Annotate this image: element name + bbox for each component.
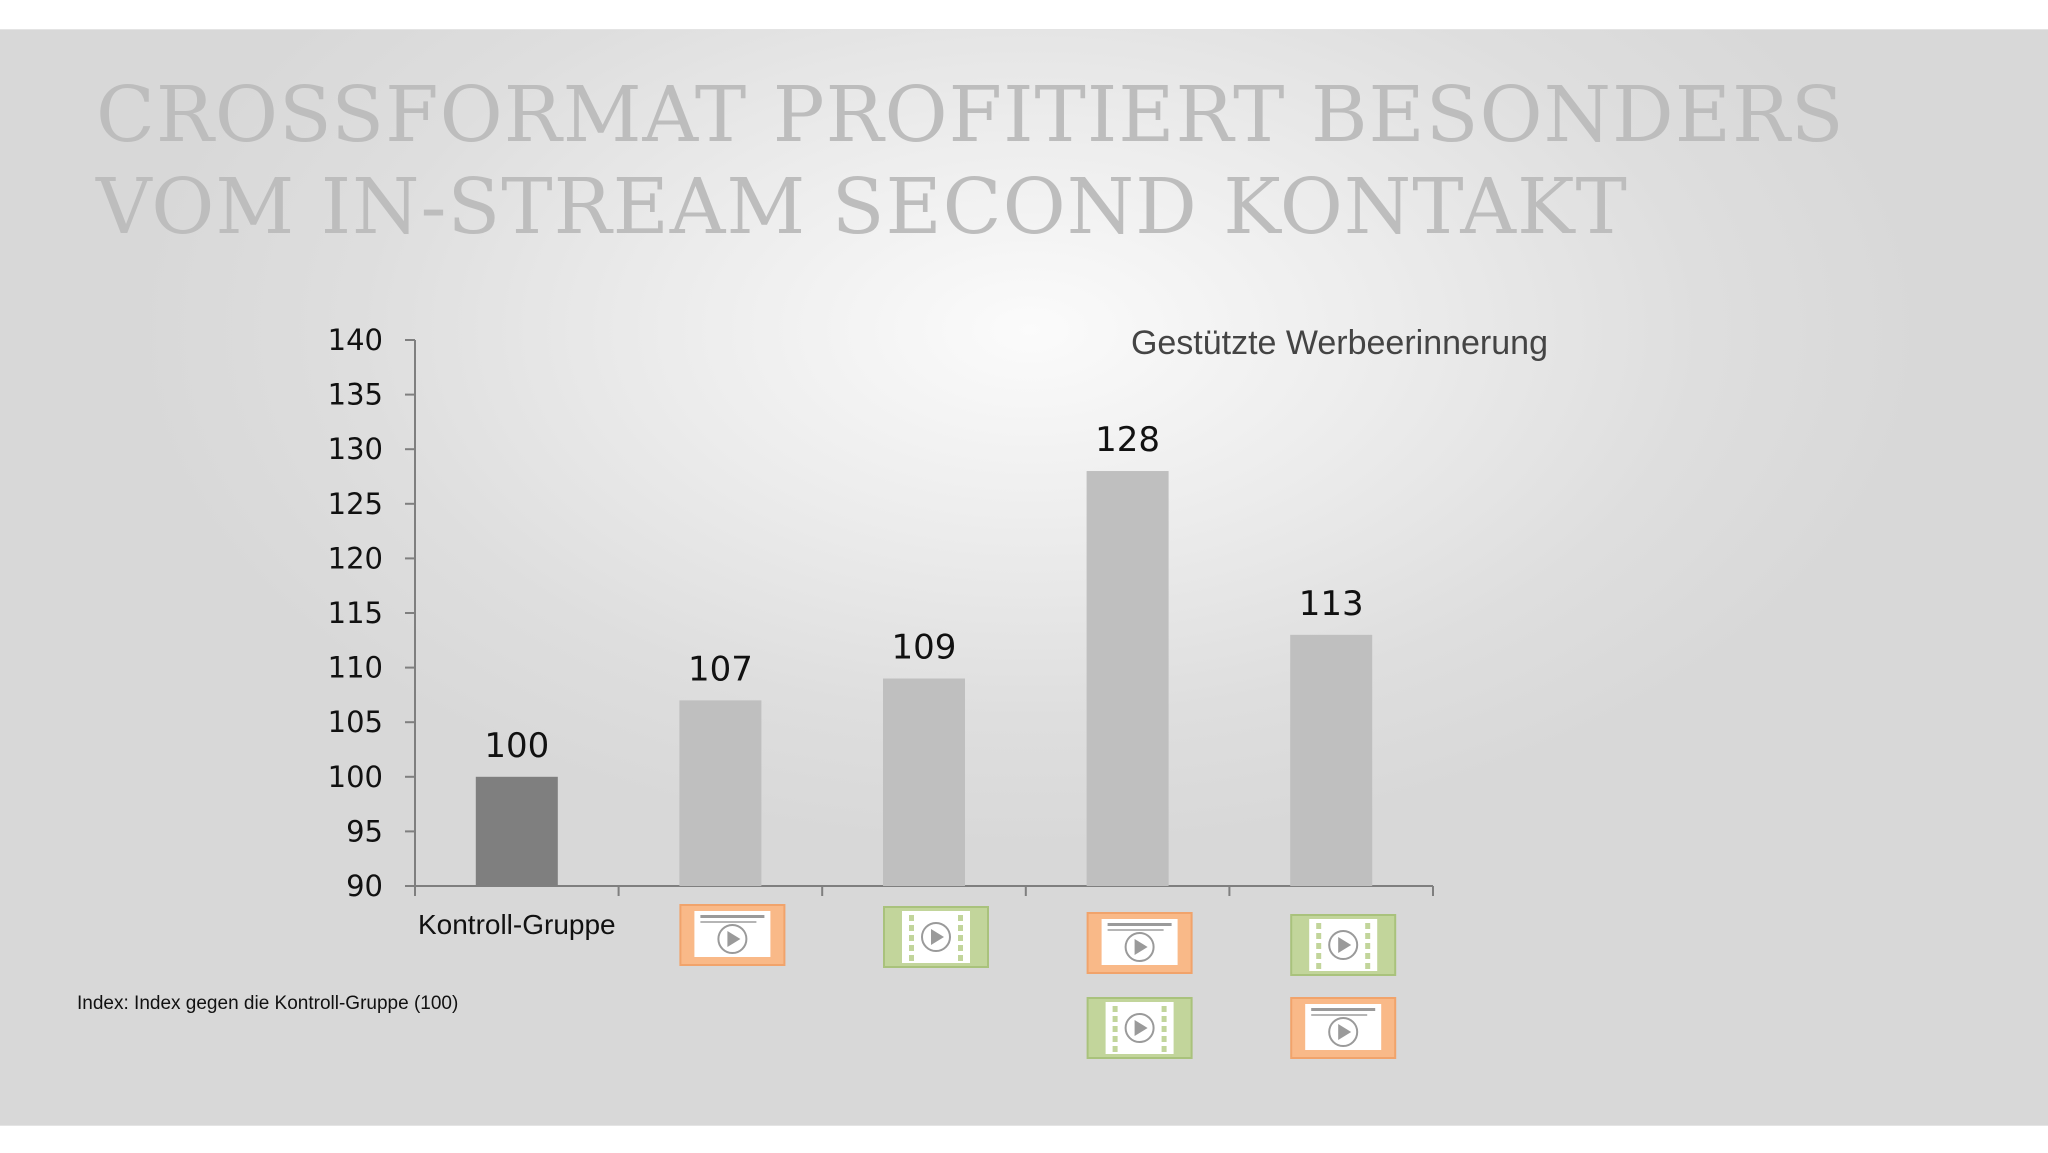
display-ad-icon — [679, 904, 786, 966]
data-label: 128 — [1095, 420, 1160, 460]
video-ad-icon — [1290, 914, 1397, 976]
y-tick-label: 115 — [328, 596, 383, 630]
bars — [475, 471, 1373, 886]
display-ad-icon — [1290, 997, 1397, 1059]
data-label: 109 — [892, 628, 957, 668]
bar — [883, 678, 965, 886]
y-tick-label: 120 — [328, 541, 383, 575]
y-tick-label: 110 — [328, 651, 383, 685]
video-ad-icon — [1086, 997, 1193, 1059]
x-category-label: Kontroll-Gruppe — [418, 909, 616, 940]
bar — [679, 700, 762, 886]
data-label: 107 — [688, 649, 753, 689]
data-label: 113 — [1299, 584, 1364, 624]
video-ad-icon — [883, 906, 989, 968]
y-tick-label: 100 — [328, 760, 383, 794]
y-axis: 90 95 100 105 110 115 120 125 130 135 140 — [328, 323, 416, 903]
y-tick-label: 95 — [346, 814, 383, 848]
y-tick-label: 125 — [328, 487, 383, 521]
display-ad-icon — [1086, 912, 1193, 974]
slide-background — [0, 29, 2048, 1126]
footnote: Index: Index gegen die Kontroll-Gruppe (… — [77, 993, 458, 1014]
x-axis: Kontroll-Gruppe — [414, 885, 1434, 940]
chart-title: Gestützte Werbeerinnerung — [1131, 324, 1548, 362]
bar — [1290, 634, 1373, 886]
data-label: 100 — [484, 726, 549, 766]
y-tick-label: 90 — [346, 869, 383, 903]
bar — [1086, 471, 1169, 886]
y-tick-label: 130 — [328, 432, 383, 466]
y-tick-label: 105 — [328, 705, 383, 739]
y-tick-label: 135 — [328, 378, 383, 412]
bar-control-group — [475, 776, 558, 886]
slide-title-line-2: VOM IN-STREAM SECOND KONTAKT — [96, 163, 1628, 252]
category-icons — [679, 904, 1397, 1059]
y-tick-label: 140 — [328, 323, 383, 357]
data-labels: 100 107 109 128 113 — [484, 420, 1363, 766]
slide-title: CROSSFORMAT PROFITIERT BESONDERS VOM IN-… — [96, 70, 1996, 254]
slide-title-line-1: CROSSFORMAT PROFITIERT BESONDERS — [96, 71, 1845, 160]
